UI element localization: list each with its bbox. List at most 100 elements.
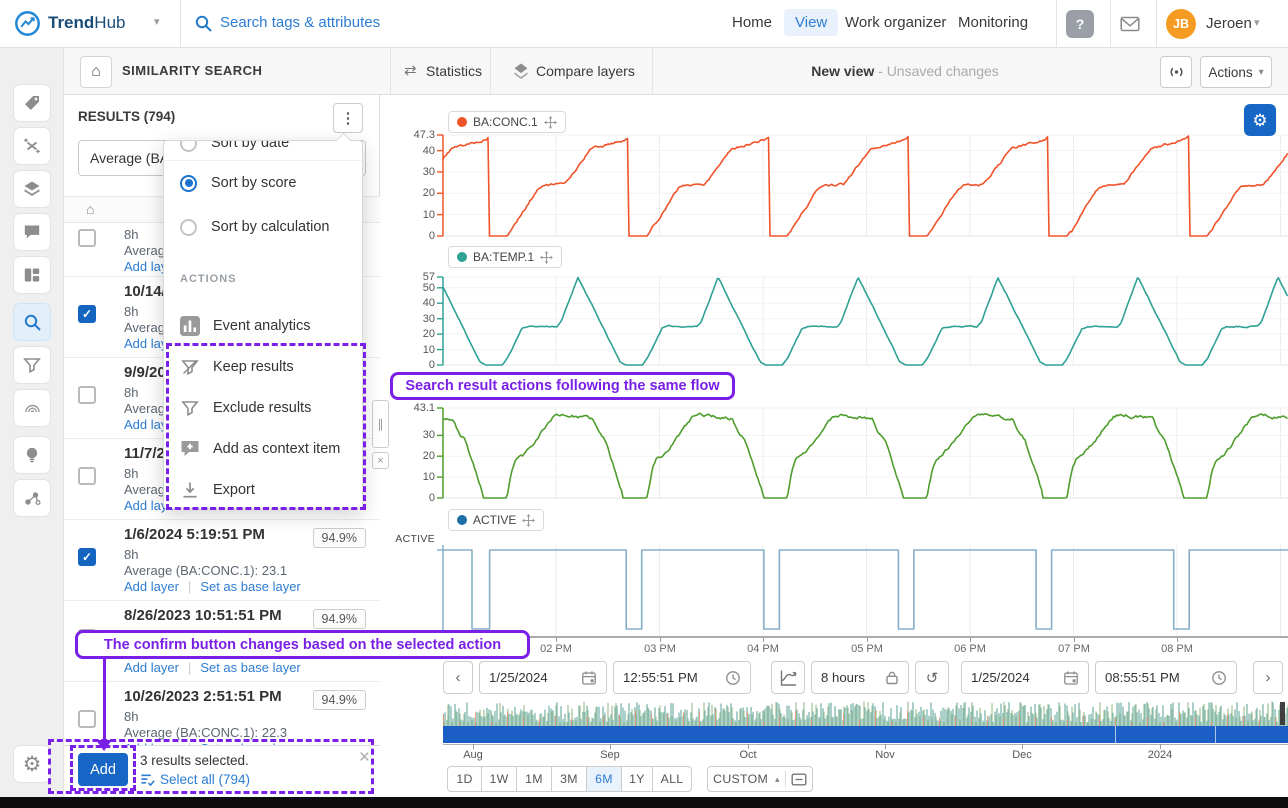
range-all-button[interactable]: ALL — [653, 766, 692, 792]
kebab-menu-button[interactable]: ⋮ — [333, 103, 363, 133]
result-checkbox[interactable] — [78, 467, 96, 485]
menu-action-keep-results[interactable]: Keep results — [164, 346, 362, 387]
result-checkbox[interactable]: ✓ — [78, 548, 96, 566]
overview-scroll-handle[interactable] — [1280, 702, 1285, 725]
shift-window-right-button[interactable]: › — [1253, 661, 1283, 694]
search-input[interactable]: Search tags & attributes — [220, 14, 381, 31]
sidebar-funnel-button[interactable] — [13, 346, 51, 384]
menu-option-clipped[interactable]: Sort by date — [164, 141, 362, 161]
chart-settings-button[interactable]: ⚙ — [1244, 104, 1276, 136]
duration-field[interactable]: 8 hours — [811, 661, 909, 694]
score-badge: 94.9% — [312, 690, 366, 710]
series-pill-ba-conc-1[interactable]: BA:CONC.1 — [448, 111, 566, 133]
duration-field-value: 8 hours — [821, 670, 865, 685]
range-1w-button[interactable]: 1W — [482, 766, 517, 792]
annotation-flow: Search result actions following the same… — [390, 372, 735, 400]
select-value: Average (BA — [90, 150, 170, 166]
series-pill-ba-temp-1[interactable]: BA:TEMP.1 — [448, 246, 563, 268]
panel-collapse-button[interactable]: × — [372, 452, 389, 469]
series-color-dot — [457, 252, 467, 262]
clock-icon — [725, 670, 741, 686]
range-3m-button[interactable]: 3M — [552, 766, 587, 792]
menu-option-sort-by-calculation[interactable]: Sort by calculation — [164, 205, 362, 249]
app-title-light: Hub — [94, 13, 126, 32]
menu-action-export[interactable]: Export — [164, 469, 362, 510]
series-pill-active[interactable]: ACTIVE — [448, 509, 545, 531]
menu-action-exclude-results[interactable]: Exclude results — [164, 387, 362, 428]
result-average: Average (BA:CONC.1): 23.1 — [124, 563, 288, 578]
avatar[interactable]: JB — [1166, 9, 1196, 39]
start-time-field[interactable]: 12:55:51 PM — [613, 661, 751, 694]
range-6m-button[interactable]: 6M — [587, 766, 622, 792]
tab-statistics[interactable]: Statistics — [426, 63, 483, 79]
sidebar-formula-button[interactable] — [13, 127, 51, 165]
y-tick-label: 10 — [422, 344, 435, 356]
sidebar-tag-button[interactable] — [13, 84, 51, 122]
scale-y-axes-button[interactable] — [771, 661, 805, 694]
sidebar-search-button[interactable] — [13, 303, 51, 341]
chevron-down-icon[interactable]: ▾ — [154, 16, 160, 28]
app-title[interactable]: TrendHub — [48, 13, 125, 33]
sidebar-comment-button[interactable] — [13, 213, 51, 251]
set-base-layer-link[interactable]: Set as base layer — [200, 579, 301, 594]
result-average: Average (BA:CONC.1): 22.3 — [124, 725, 288, 740]
confirm-add-button[interactable]: Add — [78, 753, 128, 786]
sidebar-lightbulb-button[interactable] — [13, 436, 51, 474]
x-axis-tick — [867, 638, 868, 642]
tab-compare-layers[interactable]: Compare layers — [536, 63, 635, 79]
actions-label: Actions — [1208, 64, 1253, 80]
sidebar-nodes-button[interactable] — [13, 479, 51, 517]
y-tick-label: 30 — [422, 429, 435, 441]
chevron-down-icon: ▾ — [1258, 66, 1264, 78]
range-1d-button[interactable]: 1D — [447, 766, 482, 792]
result-checkbox[interactable] — [78, 229, 96, 247]
fit-screen-button[interactable] — [786, 773, 812, 786]
help-button[interactable]: ? — [1066, 10, 1094, 38]
panel-resize-handle[interactable]: ∥ — [372, 400, 389, 448]
custom-range-button[interactable]: CUSTOM ▴ — [707, 766, 813, 792]
shift-window-left-button[interactable]: ‹ — [443, 661, 473, 694]
close-icon[interactable]: × — [358, 747, 370, 768]
sidebar-fingerprint-button[interactable] — [13, 389, 51, 427]
move-icon — [543, 115, 557, 129]
x-axis-label: 04 PM — [747, 643, 779, 655]
add-layer-link[interactable]: Add layer — [124, 660, 179, 675]
menu-action-add-as-context-item[interactable]: Add as context item — [164, 428, 362, 469]
range-1m-button[interactable]: 1M — [517, 766, 552, 792]
chevron-up-icon: ▴ — [775, 773, 780, 784]
divider — [785, 771, 786, 787]
result-checkbox[interactable] — [78, 710, 96, 728]
end-time-field[interactable]: 08:55:51 PM — [1095, 661, 1237, 694]
menu-option-sort-by-score[interactable]: Sort by score — [164, 161, 362, 205]
nav-monitoring[interactable]: Monitoring — [958, 14, 1029, 31]
home-button[interactable]: ⌂ — [80, 56, 112, 88]
chart-plot-ba-conc-1 — [437, 132, 1288, 241]
set-base-layer-link[interactable]: Set as base layer — [200, 660, 301, 675]
mail-button[interactable] — [1120, 16, 1140, 32]
result-checkbox[interactable] — [78, 386, 96, 404]
live-icon — [1167, 64, 1186, 80]
calendar-icon — [1063, 670, 1079, 686]
result-row[interactable]: ✓ 1/6/2024 5:19:51 PM 8h Average (BA:CONC.1… — [64, 520, 380, 601]
menu-action-event-analytics[interactable]: Event analytics — [164, 305, 362, 346]
actions-button[interactable]: Actions ▾ — [1200, 56, 1272, 88]
chevron-down-icon[interactable]: ▾ — [1254, 17, 1260, 29]
view-title: New view - Unsaved changes — [664, 63, 1146, 79]
start-date-field[interactable]: 1/25/2024 — [479, 661, 607, 694]
result-duration: 8h — [124, 304, 139, 319]
overview-selection-bar[interactable] — [443, 726, 1288, 743]
select-all-link[interactable]: Select all (794) — [160, 772, 251, 787]
history-button[interactable]: ↺ — [915, 661, 949, 694]
user-name[interactable]: Jeroen — [1206, 15, 1252, 32]
live-mode-button[interactable] — [1160, 56, 1192, 88]
sidebar-gear-button[interactable]: ⚙ — [13, 745, 51, 783]
nav-work-organizer[interactable]: Work organizer — [845, 14, 947, 31]
end-date-field[interactable]: 1/25/2024 — [961, 661, 1089, 694]
range-1y-button[interactable]: 1Y — [622, 766, 653, 792]
sidebar-dashboard-button[interactable] — [13, 256, 51, 294]
nav-view[interactable]: View — [784, 9, 839, 36]
nav-home[interactable]: Home — [732, 14, 773, 31]
result-checkbox[interactable]: ✓ — [78, 305, 96, 323]
add-layer-link[interactable]: Add layer — [124, 579, 179, 594]
sidebar-layers-button[interactable] — [13, 170, 51, 208]
